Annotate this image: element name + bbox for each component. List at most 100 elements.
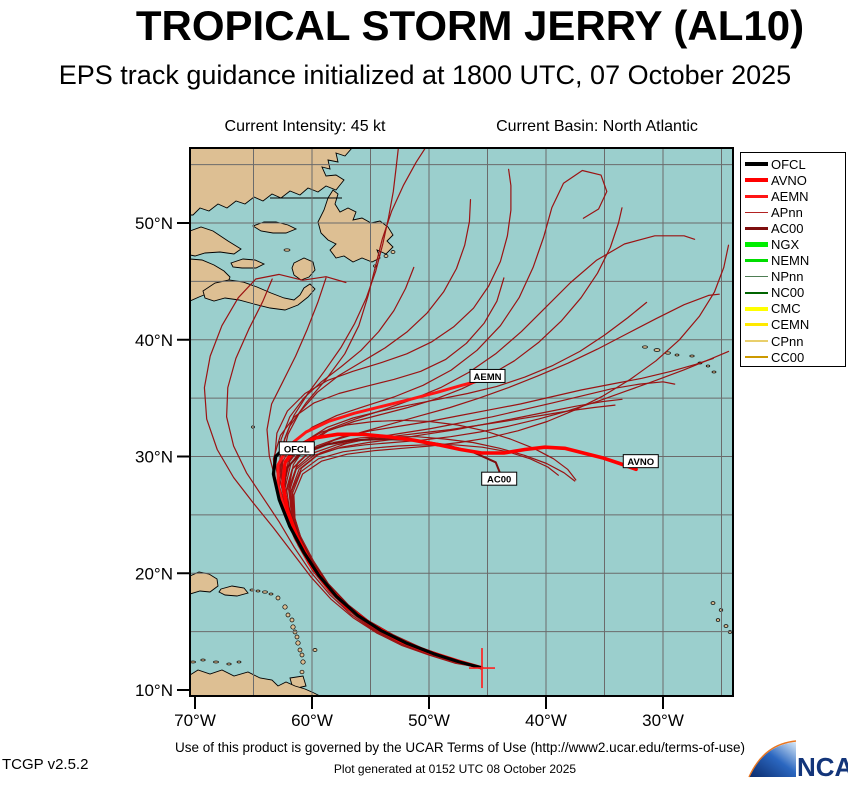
map-frame	[189, 147, 734, 697]
legend-line-sample	[745, 291, 768, 295]
lat-tick-label: 10°N	[135, 681, 173, 700]
track-label-box-ofcl	[278, 441, 315, 456]
map-island	[190, 660, 196, 664]
map-island	[297, 647, 303, 653]
map-island	[283, 248, 291, 252]
lon-tick-label: 40°W	[525, 711, 567, 730]
map-land	[218, 585, 249, 597]
current-basin-label: Current Basin: North Atlantic	[496, 118, 698, 135]
legend-line-sample	[745, 259, 768, 263]
map-island	[689, 354, 695, 358]
legend-line-sample	[745, 340, 768, 342]
map-svg: 70°W 60°W 50°W 40°W 30°W 10°N 20°N 30°N 40°N 50°N…	[135, 147, 734, 730]
lon-tick-label: 60°W	[291, 711, 333, 730]
lat-tick-label: 20°N	[135, 564, 173, 583]
map-island	[268, 592, 274, 596]
map-island	[294, 634, 300, 640]
legend-entry-avno: AVNO	[745, 172, 845, 188]
map-island	[236, 660, 242, 664]
map-island	[300, 659, 306, 665]
map-land	[317, 189, 394, 263]
legend-label: APnn	[771, 204, 803, 220]
track-label-box-aemn	[469, 368, 506, 383]
map-island	[262, 590, 268, 594]
legend-line-sample	[745, 177, 768, 183]
track-label-avno: AVNO	[627, 457, 654, 468]
map-land	[291, 257, 316, 281]
legend-entry-ac00: AC00	[745, 220, 845, 236]
legend-label: OFCL	[771, 156, 806, 172]
map-island	[275, 595, 281, 601]
track-guidance-map: 70°W 60°W 50°W 40°W 30°W 10°N 20°N 30°N 40°N 50°N…	[130, 140, 750, 740]
legend-label: NGX	[771, 237, 800, 253]
track-label-box-ac00	[481, 471, 518, 486]
map-island	[285, 612, 291, 618]
lon-tick-label: 70°W	[174, 711, 216, 730]
map-island	[290, 624, 296, 630]
track-ap04	[203, 273, 483, 669]
legend-line-sample	[745, 323, 768, 327]
version-text: TCGP v2.5.2	[2, 756, 89, 773]
legend-label: NEMN	[771, 253, 810, 269]
current-intensity-label: Current Intensity: 45 kt	[224, 118, 386, 135]
legend-entry-nc00: NC00	[745, 285, 845, 301]
legend-label: CC00	[771, 349, 805, 365]
map-island	[255, 589, 261, 593]
map-island	[383, 254, 389, 258]
legend-label: CEMN	[771, 317, 810, 333]
track-label-ac00: AC00	[487, 475, 511, 486]
map-island	[723, 624, 729, 628]
legend-label: NPnn	[771, 269, 804, 285]
track-label-box-avno	[622, 454, 659, 469]
map-land	[230, 258, 266, 269]
ncar-swoosh-icon	[749, 742, 796, 777]
track-ofcl	[271, 445, 484, 670]
legend-entry-ofcl: OFCL	[745, 156, 845, 172]
legend-line-sample	[745, 306, 768, 312]
legend-line-sample	[745, 355, 768, 359]
map-island	[715, 618, 721, 622]
legend-line-sample	[745, 211, 768, 214]
legend-entry-cmc: CMC	[745, 301, 845, 317]
map-island	[282, 604, 288, 610]
ncar-logo-text: NCAR	[797, 752, 848, 780]
ncar-logo: NCAR	[748, 737, 850, 782]
legend-label: CMC	[771, 301, 801, 317]
map-island	[299, 652, 305, 658]
legend-label: NC00	[771, 285, 805, 301]
page-subtitle: EPS track guidance initialized at 1800 U…	[58, 60, 792, 90]
map-island	[710, 601, 716, 605]
map-island	[289, 617, 295, 623]
map-island	[390, 250, 396, 254]
map-plot-area	[190, 148, 733, 696]
track-label-ofcl: OFCL	[284, 444, 310, 455]
map-land	[190, 669, 321, 696]
lat-tick-label: 40°N	[135, 331, 173, 350]
legend-line-sample	[745, 276, 768, 278]
legend-entry-aemn: AEMN	[745, 188, 845, 204]
map-island	[226, 662, 232, 666]
lon-tick-label: 50°W	[408, 711, 450, 730]
map-island	[642, 345, 648, 349]
map-island	[653, 348, 661, 352]
lat-tick-label: 50°N	[135, 214, 173, 233]
legend-label: AEMN	[771, 188, 809, 204]
map-island	[705, 364, 711, 368]
terms-of-use-text: Use of this product is governed by the U…	[175, 740, 745, 755]
map-island	[299, 669, 305, 675]
lon-tick-label: 30°W	[642, 711, 684, 730]
legend-entry-apnn: APnn	[745, 204, 845, 220]
track-ap23	[279, 266, 483, 669]
map-island	[213, 660, 219, 664]
map-island	[312, 648, 318, 652]
legend-line-sample	[745, 242, 768, 247]
legend-line-sample	[745, 194, 768, 198]
legend-entry-nemn: NEMN	[745, 253, 845, 269]
map-island	[295, 640, 301, 646]
map-land	[251, 221, 298, 234]
legend-label: CPnn	[771, 333, 804, 349]
legend-entry-ngx: NGX	[745, 236, 845, 252]
legend-entry-cc00: CC00	[745, 349, 845, 365]
map-island	[711, 370, 717, 374]
track-label-aemn: AEMN	[474, 372, 502, 383]
